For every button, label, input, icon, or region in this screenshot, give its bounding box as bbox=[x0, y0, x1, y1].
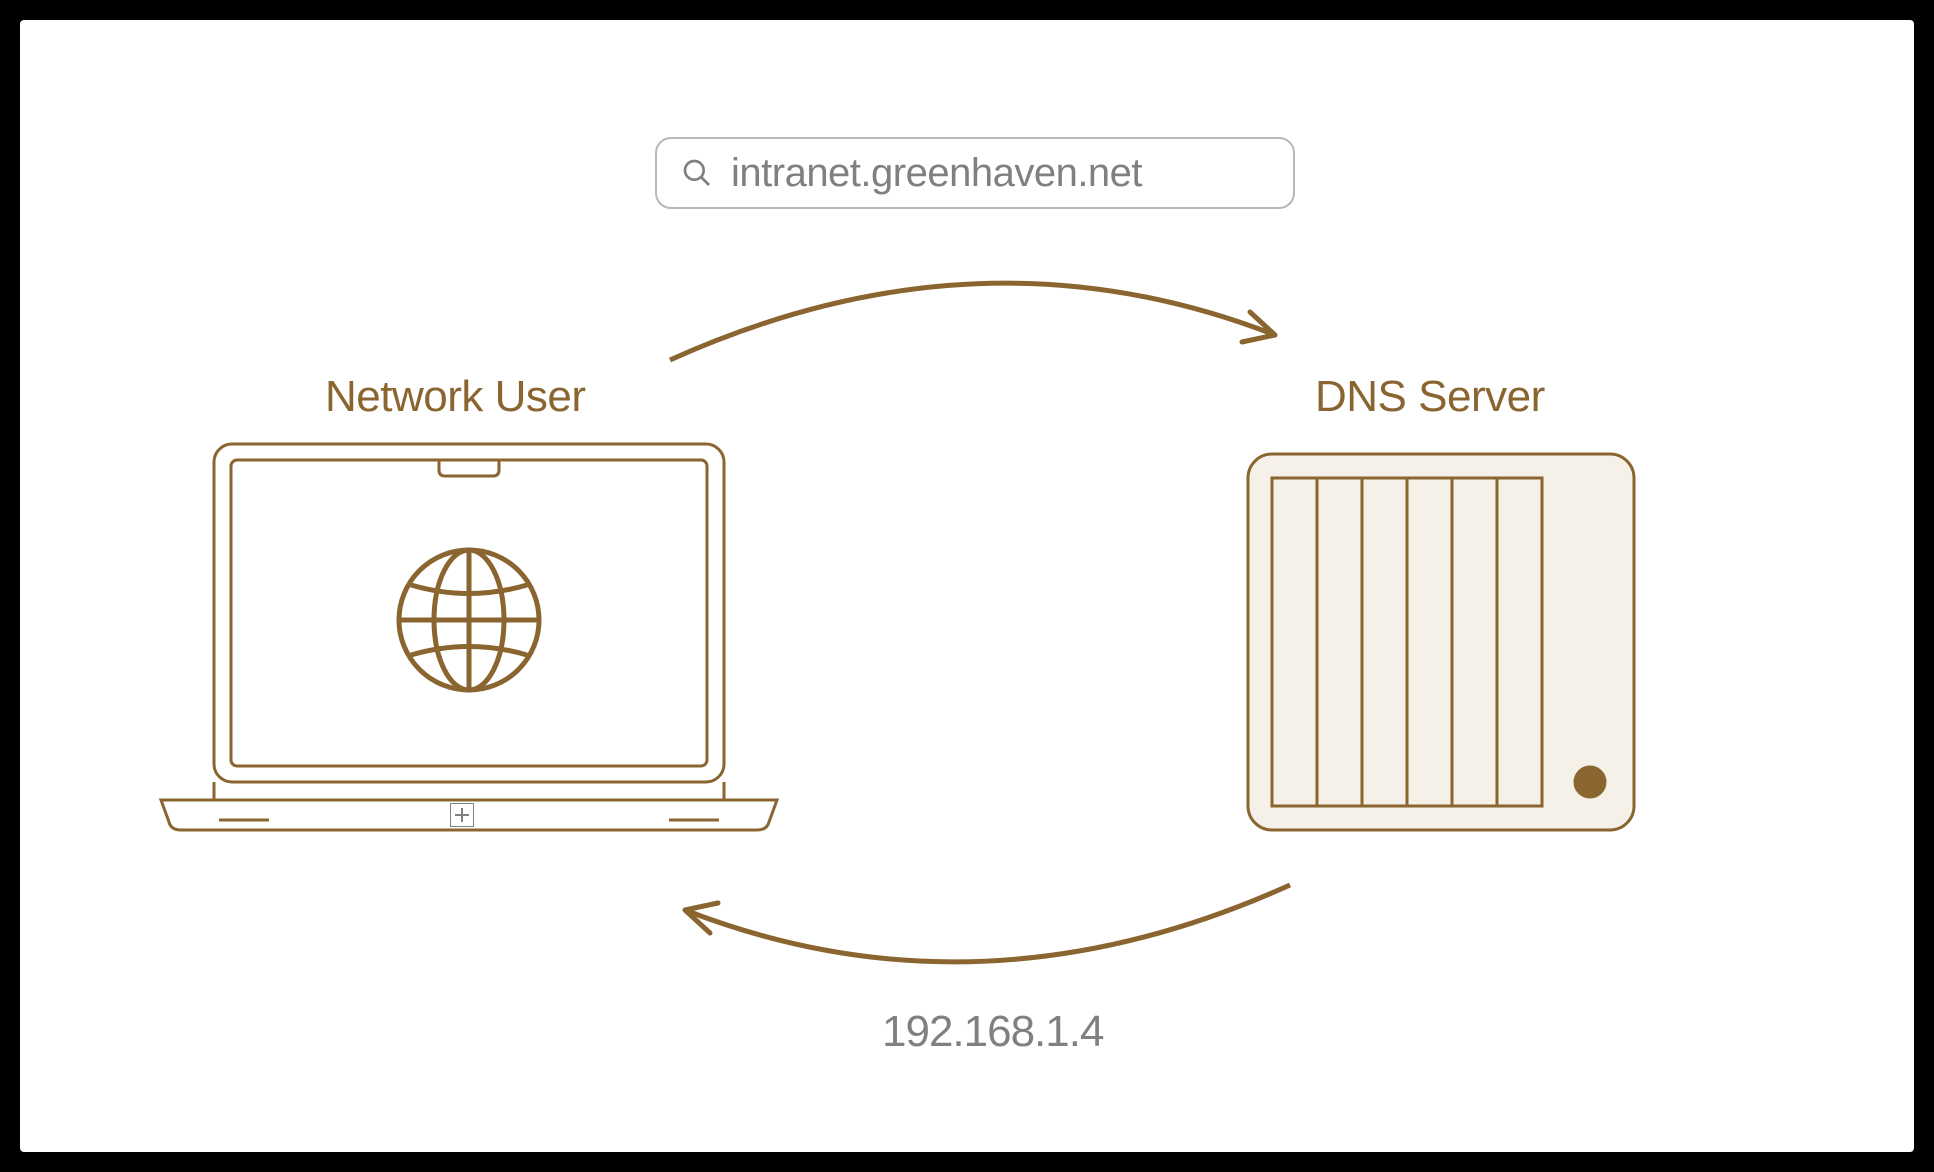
ip-address-text: 192.168.1.4 bbox=[882, 1007, 1103, 1057]
search-bar: intranet.greenhaven.net bbox=[655, 137, 1295, 209]
plus-marker-icon bbox=[450, 803, 474, 827]
server-icon bbox=[1246, 452, 1636, 832]
network-user-label: Network User bbox=[325, 372, 586, 422]
laptop-icon bbox=[159, 442, 779, 832]
dns-server-label: DNS Server bbox=[1315, 372, 1545, 422]
response-arrow-icon bbox=[660, 875, 1300, 995]
request-arrow-icon bbox=[660, 250, 1300, 370]
search-url-text: intranet.greenhaven.net bbox=[731, 151, 1142, 196]
diagram-frame: intranet.greenhaven.net Network User DNS… bbox=[20, 20, 1914, 1152]
search-icon bbox=[681, 157, 713, 189]
